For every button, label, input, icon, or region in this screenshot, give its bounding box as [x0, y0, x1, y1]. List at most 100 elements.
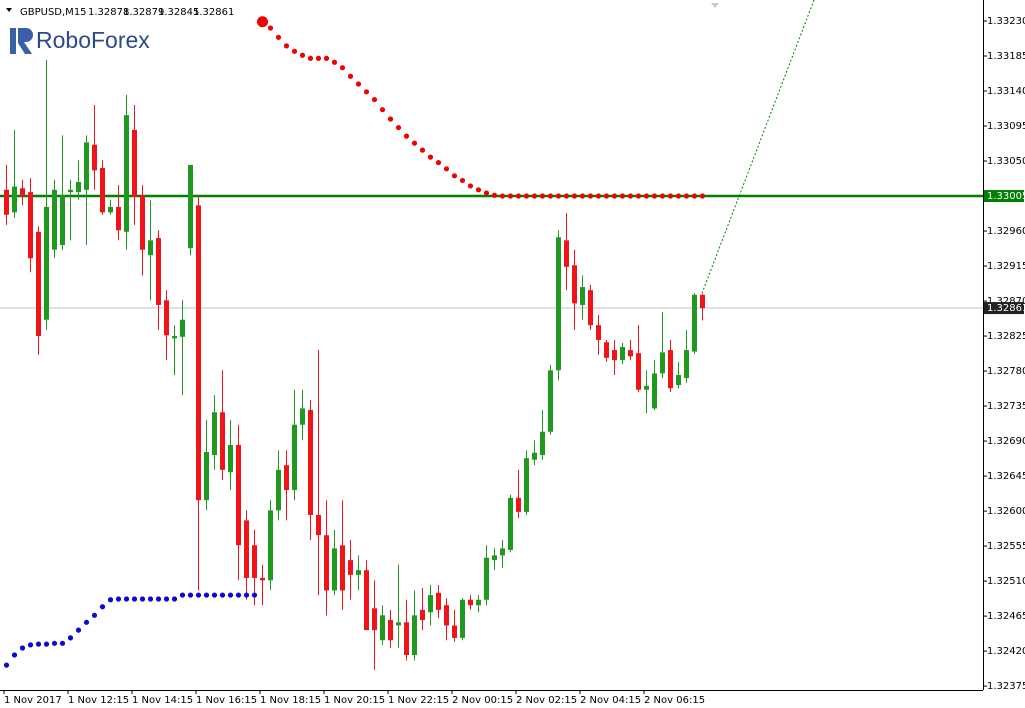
candle-body — [484, 557, 489, 600]
indicator-dot — [595, 193, 602, 199]
indicator-dot — [523, 193, 530, 199]
x-tick-label: 1 Nov 20:15 — [324, 695, 385, 706]
candle-body — [116, 206, 121, 231]
indicator-dot — [659, 193, 666, 199]
level-label-box — [984, 190, 1024, 203]
indicator-dot — [619, 193, 626, 199]
candle-body — [420, 609, 425, 620]
candle-body — [324, 535, 329, 591]
indicator-dot — [227, 592, 234, 598]
candle-body — [388, 619, 393, 641]
x-tick-label: 1 Nov 12:15 — [68, 695, 129, 706]
candle-body — [108, 206, 113, 213]
header-close: 1.32861 — [193, 7, 234, 18]
indicator-dot — [257, 16, 268, 28]
indicator-dot — [483, 190, 490, 196]
candle-body — [268, 510, 273, 581]
candle-body — [556, 237, 561, 371]
indicator-dot — [155, 596, 162, 602]
candle-body — [492, 555, 497, 561]
indicator-dot — [203, 592, 210, 598]
indicator-dot — [611, 193, 618, 199]
candle-body — [172, 336, 177, 339]
candle-body — [20, 188, 25, 197]
indicator-dot — [75, 627, 82, 633]
indicator-dot — [315, 55, 322, 61]
indicator-dot — [179, 592, 186, 598]
y-tick-label: 1.32825 — [987, 331, 1025, 342]
candle-body — [572, 265, 577, 304]
candle-body — [436, 592, 441, 610]
price-label: 1.32861 — [987, 303, 1025, 314]
candle-body — [364, 570, 369, 631]
symbol: GBPUSD,M15 — [20, 7, 87, 18]
logo: RoboForex — [36, 27, 150, 53]
indicator-dot — [27, 642, 34, 648]
indicator-dot — [379, 107, 386, 113]
header-low: 1.32845 — [158, 7, 199, 18]
indicator-dot — [51, 640, 58, 646]
candle-body — [516, 497, 521, 512]
indicator-dot — [587, 193, 594, 199]
x-tick-label: 2 Nov 02:15 — [516, 695, 577, 706]
candle-body — [444, 605, 449, 626]
indicator-dot — [43, 641, 50, 647]
x-tick-label: 1 Nov 14:15 — [132, 695, 193, 706]
candle-body — [196, 205, 201, 501]
y-tick-label: 1.32555 — [987, 541, 1025, 552]
indicator-dot — [171, 596, 178, 602]
candle-body — [228, 444, 233, 473]
candle-body — [332, 548, 337, 591]
indicator-dot — [339, 65, 346, 71]
candle-body — [644, 385, 649, 390]
y-tick-label: 1.32960 — [987, 226, 1025, 237]
candle-body — [300, 408, 305, 425]
indicator-dot — [555, 193, 562, 199]
indicator-dot — [387, 116, 394, 122]
candle-body — [396, 622, 401, 626]
y-tick-label: 1.33095 — [987, 121, 1025, 132]
indicator-dot — [115, 596, 122, 602]
y-tick-label: 1.32465 — [987, 611, 1025, 622]
candle-body — [636, 353, 641, 390]
x-tick-label: 1 Nov 18:15 — [260, 695, 321, 706]
candle-body — [476, 599, 481, 606]
candle-body — [684, 350, 689, 379]
y-tick-label: 1.32645 — [987, 471, 1025, 482]
candle-body — [588, 290, 593, 326]
indicator-dot — [187, 592, 194, 598]
indicator-dot — [219, 592, 226, 598]
indicator-dot — [547, 193, 554, 199]
indicator-dot — [579, 193, 586, 199]
indicator-dot — [451, 173, 458, 179]
indicator-dot — [643, 193, 650, 199]
candle-body — [548, 370, 553, 432]
candle-body — [292, 424, 297, 491]
indicator-dot — [419, 147, 426, 153]
candle-body — [564, 240, 569, 267]
candle-body — [4, 189, 9, 215]
indicator-dot — [627, 193, 634, 199]
candle-body — [596, 325, 601, 340]
indicator-dot — [435, 159, 442, 166]
indicator-dot — [131, 596, 138, 602]
header-high: 1.32879 — [123, 7, 164, 18]
candle-body — [188, 164, 193, 249]
indicator-dot — [267, 25, 274, 31]
y-tick-label: 1.32690 — [987, 436, 1025, 447]
y-tick-label: 1.32870 — [987, 296, 1025, 307]
candle-body — [276, 469, 281, 511]
x-tick-label: 1 Nov 16:15 — [196, 695, 257, 706]
indicator-dot — [371, 96, 378, 103]
candle-body — [668, 350, 673, 389]
indicator-dot — [491, 192, 498, 198]
indicator-dot — [283, 43, 290, 49]
x-tick-label: 1 Nov 2017 — [4, 695, 62, 706]
candle-body — [660, 352, 665, 374]
indicator-dot — [427, 154, 434, 160]
candle-body — [124, 115, 129, 232]
indicator-dot — [355, 81, 362, 87]
y-tick-label: 1.32420 — [987, 646, 1025, 657]
candle-body — [700, 294, 705, 309]
